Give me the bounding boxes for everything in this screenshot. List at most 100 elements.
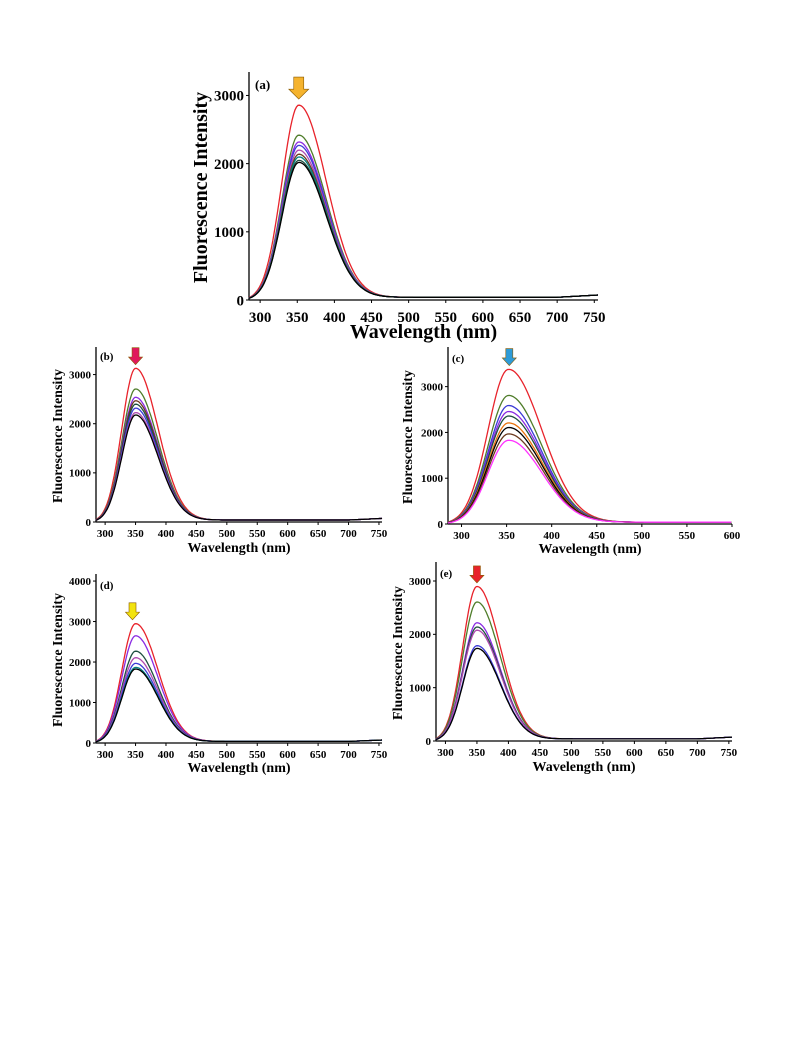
series-line-7 (95, 668, 383, 743)
x-tick-label: 500 (219, 528, 236, 540)
x-tick-label: 300 (97, 528, 114, 540)
y-tick-label: 0 (438, 519, 444, 531)
series-line-8 (248, 159, 599, 299)
x-tick-label: 400 (158, 749, 175, 761)
series-line-1 (248, 104, 599, 299)
series-line-7 (95, 411, 383, 521)
x-axis-label: Wavelength (nm) (532, 760, 635, 775)
x-tick-label: 500 (563, 747, 580, 759)
series-line-6 (435, 645, 733, 741)
x-tick-label: 600 (279, 749, 296, 761)
series-line-1 (95, 623, 383, 743)
series-line-7 (248, 156, 599, 299)
y-tick-label: 4000 (69, 576, 92, 588)
x-tick-label: 750 (371, 528, 388, 540)
x-tick-label: 650 (310, 749, 327, 761)
y-tick-label: 2000 (409, 629, 432, 641)
chart-panel-c: 300 350 400 450 500 550 600 0 1000 2000 3000 Wavele… (401, 347, 741, 557)
series-line-6 (248, 153, 599, 299)
x-tick-label: 600 (279, 528, 296, 540)
series-line-2 (248, 134, 599, 299)
x-tick-label: 550 (679, 530, 696, 542)
x-tick-label: 300 (453, 530, 470, 542)
y-tick-label: 3000 (214, 89, 244, 105)
x-tick-label: 750 (583, 310, 606, 326)
x-axis-label: Wavelength (nm) (187, 761, 290, 776)
x-tick-label: 650 (658, 747, 675, 759)
series-line-1 (435, 585, 733, 740)
series-line-7 (435, 647, 733, 741)
x-tick-label: 400 (500, 747, 517, 759)
panel-label: (c) (452, 353, 465, 365)
series-line-5 (95, 403, 383, 521)
y-tick-label: 3000 (409, 576, 432, 588)
x-tick-label: 350 (127, 528, 144, 540)
x-tick-label: 600 (626, 747, 643, 759)
x-tick-label: 450 (589, 530, 606, 542)
x-tick-label: 550 (249, 528, 266, 540)
x-axis-label: Wavelength (nm) (350, 321, 497, 343)
y-tick-label: 3000 (421, 381, 444, 393)
y-axis-label: Fluorescence Intensity (51, 593, 66, 727)
y-tick-label: 3000 (69, 616, 92, 628)
x-tick-label: 650 (509, 310, 532, 326)
y-tick-label: 0 (86, 517, 92, 529)
y-tick-label: 3000 (69, 369, 92, 381)
x-tick-label: 550 (595, 747, 612, 759)
x-tick-label: 350 (127, 749, 144, 761)
down-arrow-icon (288, 76, 310, 100)
chart-panel-a: 300 350 400 450 500 550 600 650 700 750 0 1000 2000 3… (190, 72, 606, 343)
series-line-3 (435, 622, 733, 740)
y-tick-label: 0 (86, 738, 92, 750)
x-tick-label: 450 (532, 747, 549, 759)
series-line-9 (447, 439, 732, 524)
x-tick-label: 450 (360, 310, 383, 326)
y-tick-label: 2000 (69, 419, 92, 431)
x-tick-label: 450 (188, 528, 205, 540)
x-axis-label: Wavelength (nm) (538, 542, 641, 557)
series-line-9 (248, 161, 599, 299)
x-tick-label: 550 (435, 310, 458, 326)
series-line-5 (447, 415, 732, 524)
x-tick-label: 700 (689, 747, 706, 759)
x-tick-label: 500 (219, 749, 236, 761)
x-tick-label: 350 (498, 530, 515, 542)
series-line-4 (95, 400, 383, 521)
down-arrow-icon (469, 565, 485, 584)
chart-panel-b: 300 350 400 450 500 550 600 650 700 750 0 1000 2000 3… (51, 347, 388, 556)
x-tick-label: 450 (188, 749, 205, 761)
x-tick-label: 600 (472, 310, 495, 326)
x-tick-label: 500 (397, 310, 420, 326)
y-axis-label: Fluorescence Intensity (190, 92, 212, 283)
x-tick-label: 400 (543, 530, 560, 542)
down-arrow-icon (127, 347, 144, 366)
chart-panel-e: 300 350 400 450 500 550 600 650 700 750 0 1000 2000 3… (391, 562, 738, 775)
panel-label: (d) (100, 580, 114, 592)
y-tick-label: 1000 (421, 473, 444, 485)
y-axis-label: Fluorescence Intensity (401, 370, 416, 504)
chart-panel-d: 300 350 400 450 500 550 600 650 700 750 0 1000 2000 3… (51, 574, 388, 776)
series-line-3 (248, 141, 599, 299)
series-line-6 (95, 407, 383, 521)
x-tick-label: 300 (437, 747, 454, 759)
x-tick-label: 350 (469, 747, 486, 759)
series-line-5 (95, 662, 383, 743)
y-axis-label: Fluorescence Intensity (391, 586, 406, 720)
y-tick-label: 2000 (69, 657, 92, 669)
down-arrow-icon (501, 348, 517, 367)
y-tick-label: 1000 (214, 225, 244, 241)
series-line-2 (435, 601, 733, 740)
y-tick-label: 1000 (69, 468, 92, 480)
x-tick-label: 700 (546, 310, 569, 326)
x-tick-label: 750 (371, 749, 388, 761)
x-tick-label: 400 (158, 528, 175, 540)
x-tick-label: 550 (249, 749, 266, 761)
x-tick-label: 700 (340, 528, 357, 540)
y-tick-label: 2000 (214, 157, 244, 173)
x-tick-label: 700 (340, 749, 357, 761)
y-axis-label: Fluorescence Intensity (51, 369, 66, 503)
x-tick-label: 500 (634, 530, 651, 542)
panel-label: (b) (100, 351, 114, 363)
y-tick-label: 1000 (409, 683, 432, 695)
